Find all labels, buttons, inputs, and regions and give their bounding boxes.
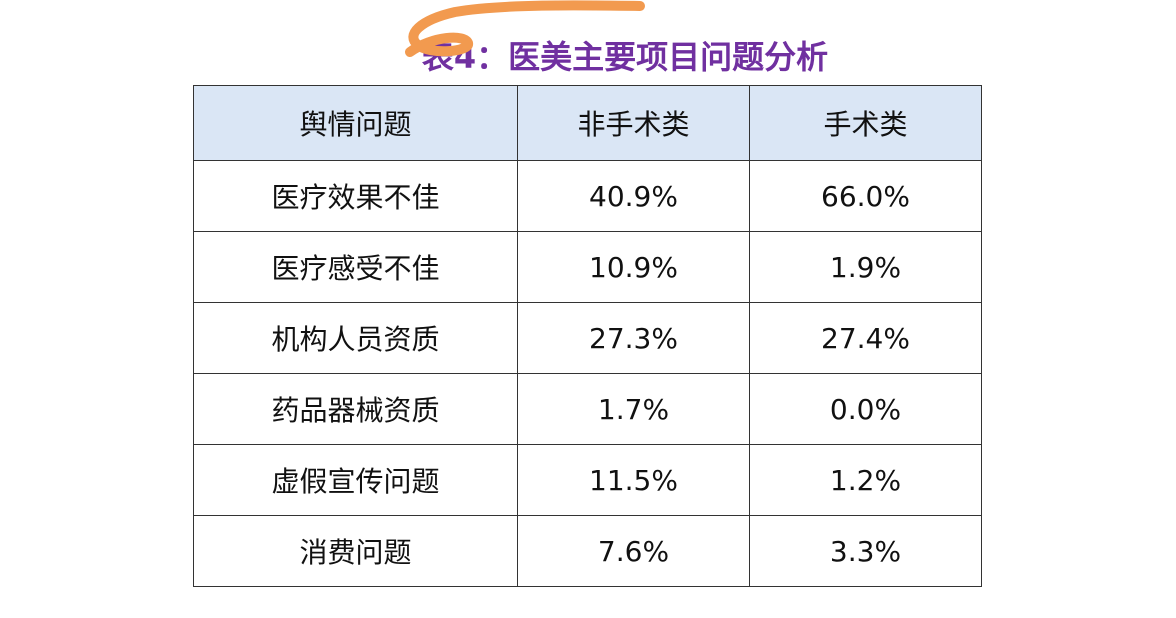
table-cell: 27.4%: [749, 302, 982, 374]
table-cell: 10.9%: [517, 231, 750, 303]
column-header: 舆情问题: [193, 85, 518, 161]
scribble-stroke: [405, 0, 645, 57]
table-row: 机构人员资质 27.3% 27.4%: [193, 302, 982, 374]
table-cell: 11.5%: [517, 444, 750, 516]
row-label: 药品器械资质: [193, 373, 518, 445]
table-row: 消费问题 7.6% 3.3%: [193, 515, 982, 587]
table-cell: 0.0%: [749, 373, 982, 445]
scribble: [405, 0, 645, 57]
header-row: 舆情问题 非手术类 手术类: [193, 85, 982, 161]
table-cell: 1.2%: [749, 444, 982, 516]
table-cell: 3.3%: [749, 515, 982, 587]
data-table: 舆情问题 非手术类 手术类 医疗效果不佳 40.9% 66.0% 医疗感受不佳 10.9% 1…: [193, 85, 982, 587]
table-cell: 1.9%: [749, 231, 982, 303]
table-cell: 66.0%: [749, 160, 982, 232]
table-body: 医疗效果不佳 40.9% 66.0% 医疗感受不佳 10.9% 1.9% 机构人员资质 27.…: [193, 160, 982, 587]
row-label: 消费问题: [193, 515, 518, 587]
table-cell: 27.3%: [517, 302, 750, 374]
table-row: 医疗感受不佳 10.9% 1.9%: [193, 231, 982, 303]
table-cell: 40.9%: [517, 160, 750, 232]
column-header: 非手术类: [517, 85, 750, 161]
row-label: 医疗效果不佳: [193, 160, 518, 232]
table-row: 医疗效果不佳 40.9% 66.0%: [193, 160, 982, 232]
table-row: 药品器械资质 1.7% 0.0%: [193, 373, 982, 445]
table-cell: 7.6%: [517, 515, 750, 587]
row-label: 机构人员资质: [193, 302, 518, 374]
row-label: 医疗感受不佳: [193, 231, 518, 303]
row-label: 虚假宣传问题: [193, 444, 518, 516]
table-title: 表4：医美主要项目问题分析: [421, 38, 829, 76]
table-cell: 1.7%: [517, 373, 750, 445]
table-row: 虚假宣传问题 11.5% 1.2%: [193, 444, 982, 516]
column-header: 手术类: [749, 85, 982, 161]
